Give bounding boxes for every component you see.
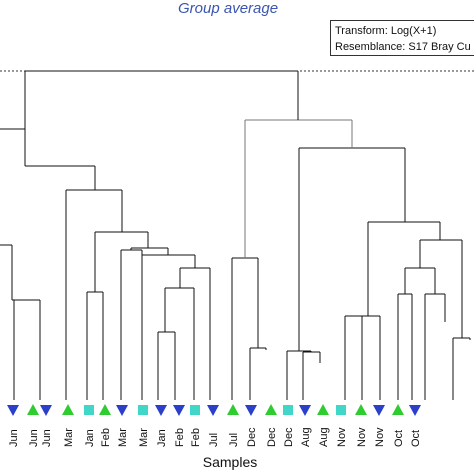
sample-label: Jan: [84, 429, 96, 447]
triangle-down-marker: [155, 405, 167, 416]
sample-label: Aug: [300, 427, 312, 447]
sample-label: Oct: [393, 430, 405, 447]
sample-label: Jun: [41, 429, 53, 447]
sample-label: Dec: [266, 427, 278, 447]
sample-labels: Jun Jun Jun Mar Jan Feb Mar Mar Jan Feb Feb Jul Jul D…: [8, 427, 422, 447]
sample-label: Oct: [410, 430, 422, 447]
square-marker: [84, 405, 94, 415]
sample-label: Nov: [356, 427, 368, 447]
square-marker: [190, 405, 200, 415]
triangle-down-marker: [207, 405, 219, 416]
triangle-down-marker: [40, 405, 52, 416]
triangle-down-marker: [245, 405, 257, 416]
x-axis-label: Samples: [202, 454, 258, 470]
triangle-up-marker: [99, 404, 111, 415]
triangle-up-marker: [392, 404, 404, 415]
triangle-down-marker: [409, 405, 421, 416]
sample-label: Aug: [318, 427, 330, 447]
sample-label: Nov: [336, 427, 348, 447]
legend-transform: Transform: Log(X+1): [335, 25, 437, 37]
triangle-down-marker: [7, 405, 19, 416]
sample-label: Feb: [190, 428, 202, 447]
sample-label: Jun: [28, 429, 40, 447]
sample-label: Jul: [208, 433, 220, 447]
sample-label: Jul: [228, 433, 240, 447]
triangle-up-marker: [62, 404, 74, 415]
triangle-up-marker: [27, 404, 39, 415]
legend-resemblance: Resemblance: S17 Bray Cu: [335, 41, 471, 53]
sample-label: Dec: [283, 427, 295, 447]
sample-label: Mar: [138, 428, 150, 447]
square-marker: [283, 405, 293, 415]
sample-label: Feb: [100, 428, 112, 447]
square-marker: [336, 405, 346, 415]
triangle-up-marker: [227, 404, 239, 415]
legend-box: Transform: Log(X+1) Resemblance: S17 Bra…: [330, 20, 474, 56]
triangle-down-marker: [173, 405, 185, 416]
sample-label: Nov: [374, 427, 386, 447]
sample-label: Jun: [8, 429, 20, 447]
chart-title: Group average: [178, 0, 279, 17]
sample-label: Dec: [246, 427, 258, 447]
sample-label: Mar: [63, 428, 75, 447]
square-marker: [138, 405, 148, 415]
branches: [0, 70, 471, 400]
sample-label: Feb: [174, 428, 186, 447]
triangle-down-marker: [373, 405, 385, 416]
triangle-up-marker: [355, 404, 367, 415]
sample-label: Mar: [117, 428, 129, 447]
triangle-down-marker: [116, 405, 128, 416]
sample-markers: [7, 404, 421, 416]
triangle-up-marker: [317, 404, 329, 415]
triangle-down-marker: [299, 405, 311, 416]
sample-label: Jan: [156, 429, 168, 447]
triangle-up-marker: [265, 404, 277, 415]
